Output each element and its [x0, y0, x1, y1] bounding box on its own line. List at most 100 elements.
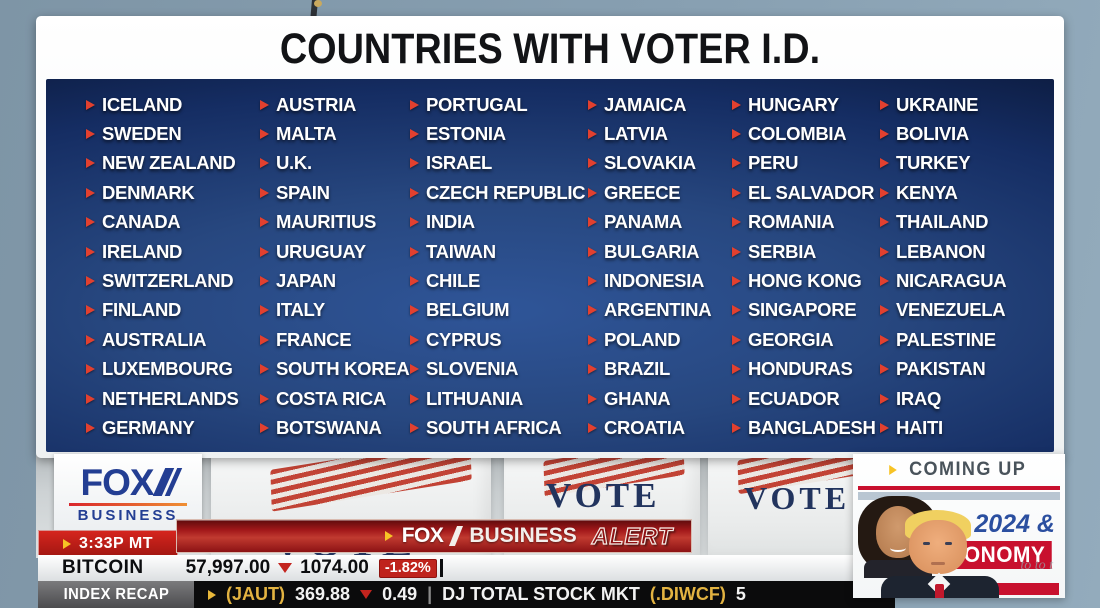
bullet-triangle-icon: [880, 217, 889, 228]
alert-separator-icon: [449, 526, 464, 546]
country-item: LEBANON: [880, 237, 1006, 266]
bullet-triangle-icon: [260, 187, 269, 198]
country-item: JAPAN: [260, 266, 409, 295]
bullet-triangle-icon: [86, 393, 95, 404]
bullet-triangle-icon: [732, 276, 741, 287]
country-item: DENMARK: [86, 178, 238, 207]
country-item: URUGUAY: [260, 237, 409, 266]
bitcoin-change: 1074.00: [300, 557, 369, 578]
country-item: TURKEY: [880, 149, 1006, 178]
bullet-triangle-icon: [880, 158, 889, 169]
country-label: LATVIA: [604, 123, 668, 145]
country-item: ARGENTINA: [588, 296, 712, 325]
country-label: ARGENTINA: [604, 299, 712, 321]
country-item: SERBIA: [732, 237, 876, 266]
bullet-triangle-icon: [880, 99, 889, 110]
country-item: BRAZIL: [588, 355, 711, 384]
country-label: NETHERLANDS: [102, 387, 239, 409]
country-item: PORTUGAL: [410, 90, 585, 119]
country-label: VENEZUELA: [896, 299, 1006, 321]
country-label: INDIA: [426, 211, 475, 233]
bullet-triangle-icon: [410, 334, 419, 345]
country-item: CHILE: [410, 266, 585, 295]
coming-up-label: COMING UP: [908, 459, 1027, 480]
country-label: CYPRUS: [426, 328, 502, 350]
country-item: COLOMBIA: [732, 119, 876, 148]
alert-fox-text: FOX: [401, 524, 444, 547]
bullet-triangle-icon: [410, 276, 419, 287]
photo-shape: [931, 562, 945, 565]
country-label: BOTSWANA: [276, 416, 382, 438]
country-column: PORTUGAL ESTONIA ISRAEL CZECH REPUBLIC INDIA…: [410, 90, 586, 443]
bullet-triangle-icon: [588, 129, 597, 140]
bullet-triangle-icon: [880, 393, 889, 404]
bullet-triangle-icon: [880, 246, 889, 257]
country-item: INDONESIA: [588, 266, 711, 295]
country-item: BOLIVIA: [880, 119, 1006, 148]
country-item: KENYA: [880, 178, 1006, 207]
country-label: FINLAND: [102, 299, 182, 321]
country-item: ESTONIA: [410, 119, 585, 148]
country-item: EL SALVADOR: [732, 178, 876, 207]
bullet-triangle-icon: [588, 305, 597, 316]
bullet-triangle-icon: [260, 99, 269, 110]
fox-logo-text: FOX: [80, 461, 154, 503]
country-label: U.K.: [276, 152, 312, 174]
country-item: ICELAND: [86, 90, 238, 119]
country-label: PALESTINE: [896, 328, 996, 350]
bullet-triangle-icon: [410, 364, 419, 375]
bitcoin-symbol: BITCOIN: [62, 557, 144, 578]
country-item: ISRAEL: [410, 149, 585, 178]
country-label: HONG KONG: [748, 270, 862, 292]
country-label: TAIWAN: [426, 240, 496, 262]
country-label: EL SALVADOR: [748, 181, 875, 203]
bullet-triangle-icon: [880, 276, 889, 287]
country-item: GHANA: [588, 384, 711, 413]
country-item: ROMANIA: [732, 208, 876, 237]
country-label: GEORGIA: [748, 328, 834, 350]
country-label: ISRAEL: [426, 152, 493, 174]
donald-trump-photo: [881, 510, 999, 598]
ticker2-symbol: (.DIWCF): [649, 584, 726, 604]
bullet-triangle-icon: [86, 187, 95, 198]
coming-up-header: COMING UP: [853, 454, 1065, 486]
country-item: IRELAND: [86, 237, 238, 266]
voting-booth: VOTE: [708, 448, 880, 558]
country-label: BOLIVIA: [896, 123, 969, 145]
country-label: CZECH REPUBLIC: [426, 181, 586, 203]
country-item: HONG KONG: [732, 266, 876, 295]
bullet-triangle-icon: [410, 99, 419, 110]
country-item: CZECH REPUBLIC: [410, 178, 586, 207]
country-item: TAIWAN: [410, 237, 585, 266]
bullet-triangle-icon: [588, 334, 597, 345]
triangle-bullet-icon: [889, 465, 897, 475]
country-item: VENEZUELA: [880, 296, 1006, 325]
bullet-triangle-icon: [86, 246, 95, 257]
country-item: SLOVAKIA: [588, 149, 711, 178]
country-item: SOUTH AFRICA: [410, 413, 585, 442]
country-item: SOUTH KOREA: [260, 355, 410, 384]
bullet-triangle-icon: [260, 246, 269, 257]
bullet-triangle-icon: [410, 158, 419, 169]
country-item: CYPRUS: [410, 325, 585, 354]
country-label: DENMARK: [102, 181, 195, 203]
bullet-triangle-icon: [732, 334, 741, 345]
country-label: CANADA: [102, 211, 181, 233]
country-item: PALESTINE: [880, 325, 1006, 354]
country-item: CROATIA: [588, 413, 711, 442]
triangle-bullet-icon: [208, 589, 216, 600]
country-label: BULGARIA: [604, 240, 700, 262]
country-label: SOUTH AFRICA: [426, 416, 562, 438]
bullet-triangle-icon: [260, 217, 269, 228]
bullet-triangle-icon: [410, 393, 419, 404]
country-label: SWITZERLAND: [102, 270, 234, 292]
index-recap-ticker-row: INDEX RECAP (JAUT) 369.88 0.49 | DJ TOTA…: [38, 581, 895, 608]
country-item: NEW ZEALAND: [86, 149, 238, 178]
country-item: IRAQ: [880, 384, 1006, 413]
country-label: CROATIA: [604, 416, 685, 438]
bitcoin-ticker-row: BITCOIN 57,997.00 1074.00 -1.82%: [38, 555, 884, 581]
bullet-triangle-icon: [880, 187, 889, 198]
fox-logo-row: FOX: [80, 461, 182, 503]
vote-sign-text: VOTE: [744, 480, 851, 516]
country-item: LITHUANIA: [410, 384, 585, 413]
